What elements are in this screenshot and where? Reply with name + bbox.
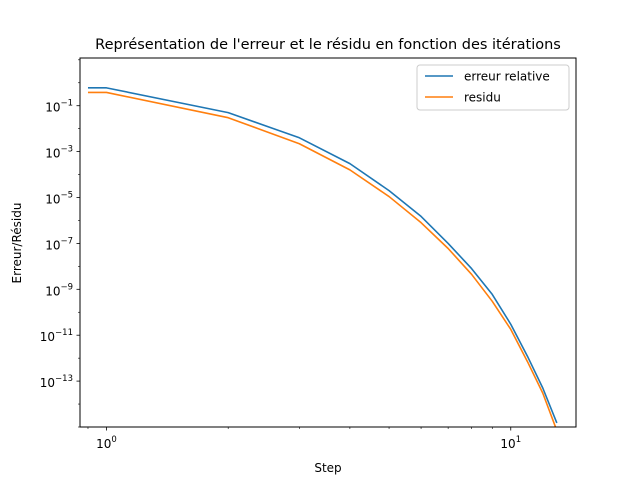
plot-frame xyxy=(79,57,577,428)
y-tick-label: 10−5 xyxy=(45,191,73,207)
y-tick-label: 10−7 xyxy=(45,236,73,252)
x-axis-title: Step xyxy=(314,461,341,475)
x-tick-label: 100 xyxy=(96,435,117,451)
x-tick-label: 101 xyxy=(500,435,521,451)
y-axis-title: Erreur/Résidu xyxy=(10,203,24,284)
legend-label-1: erreur relative xyxy=(464,70,550,84)
series-line-2 xyxy=(87,91,557,427)
y-tick-label: 10−1 xyxy=(45,99,73,115)
y-tick-label: 10−13 xyxy=(40,374,73,390)
y-tick-label: 10−3 xyxy=(45,145,73,161)
legend-box xyxy=(416,64,570,111)
chart-title: Représentation de l'erreur et le résidu … xyxy=(95,37,561,53)
y-tick-label: 10−9 xyxy=(45,282,73,298)
y-tick-label: 10−11 xyxy=(40,328,73,344)
series-line-1 xyxy=(87,87,558,424)
legend-label-2: residu xyxy=(464,91,501,105)
legend: erreur relative residu xyxy=(416,64,570,111)
